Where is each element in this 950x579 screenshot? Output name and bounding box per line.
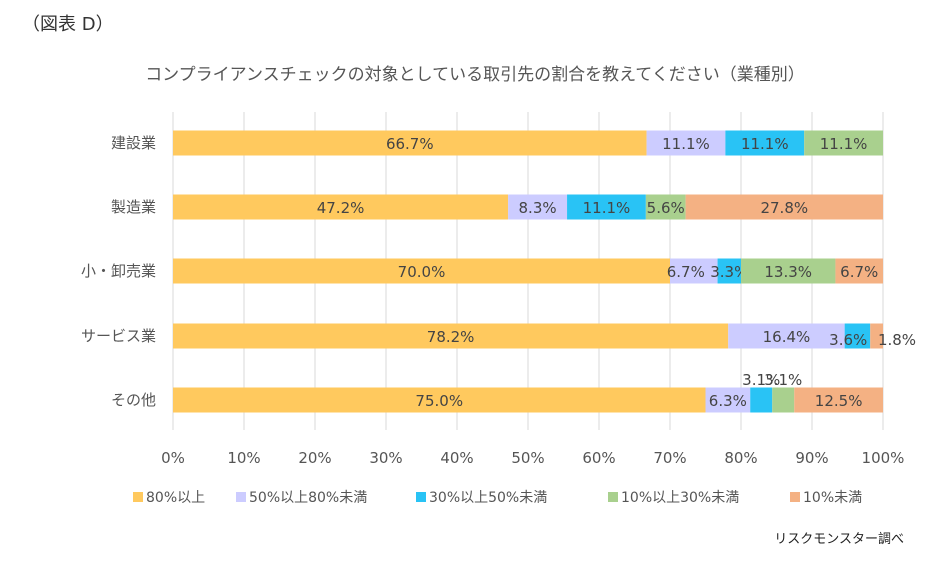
bar-segment — [725, 130, 805, 156]
bar-segment — [750, 387, 773, 413]
bar-segment — [567, 194, 646, 220]
data-label: 5.6% — [647, 199, 685, 217]
bar-segment — [717, 258, 741, 284]
bar-segment — [173, 258, 670, 284]
x-tick-label: 70% — [653, 449, 686, 467]
legend-swatch — [416, 492, 426, 502]
data-label: 16.4% — [763, 328, 811, 346]
bar-segment — [844, 323, 871, 349]
data-label: 75.0% — [415, 392, 463, 410]
data-label: 78.2% — [427, 328, 475, 346]
bar-segment — [173, 387, 706, 413]
data-label: 13.3% — [764, 263, 812, 281]
x-tick-label: 40% — [440, 449, 473, 467]
x-tick-label: 100% — [862, 449, 905, 467]
bar-segment — [646, 130, 726, 156]
bar-segment — [835, 258, 883, 284]
x-tick-label: 50% — [511, 449, 544, 467]
data-label: 3.1% — [742, 371, 780, 389]
bar-segment — [705, 387, 751, 413]
bar-segment — [870, 323, 883, 349]
bar-segment — [645, 194, 686, 220]
bar-segment — [173, 323, 729, 349]
bar-segment — [741, 258, 836, 284]
bar-segment — [794, 387, 883, 413]
bar-segment — [772, 387, 795, 413]
data-label: 11.1% — [741, 135, 789, 153]
bar-segment — [508, 194, 568, 220]
legend-label: 10%以上30%未満 — [621, 490, 739, 506]
x-tick-label: 90% — [795, 449, 828, 467]
legend-swatch — [790, 492, 800, 502]
category-label: その他 — [111, 391, 156, 409]
figure-label: （図表 D） — [22, 14, 114, 35]
data-label: 6.7% — [667, 263, 705, 281]
data-label: 47.2% — [317, 199, 365, 217]
data-label: 6.3% — [709, 392, 747, 410]
legend-label: 30%以上50%未満 — [429, 490, 547, 506]
data-label: 12.5% — [815, 392, 863, 410]
data-label: 66.7% — [386, 135, 434, 153]
category-label: 小・卸売業 — [81, 262, 156, 280]
category-label: サービス業 — [81, 327, 156, 345]
data-label: 27.8% — [760, 199, 808, 217]
legend-label: 50%以上80%未満 — [249, 490, 367, 506]
legend-label: 80%以上 — [146, 490, 205, 506]
data-label: 11.1% — [662, 135, 710, 153]
data-label: 11.1% — [820, 135, 868, 153]
bar-segment — [173, 130, 647, 156]
x-tick-label: 0% — [161, 449, 185, 467]
data-label: 3.3% — [710, 263, 748, 281]
chart-title: コンプライアンスチェックの対象としている取引先の割合を教えてください（業種別） — [145, 65, 805, 85]
legend-swatch — [133, 492, 143, 502]
bar-segment — [685, 194, 883, 220]
data-label: 8.3% — [519, 199, 557, 217]
x-tick-label: 10% — [227, 449, 260, 467]
bar-segment — [670, 258, 718, 284]
data-label: 1.8% — [878, 331, 916, 349]
x-tick-label: 60% — [582, 449, 615, 467]
source-note: リスクモンスター調べ — [774, 532, 904, 547]
legend-label: 10%未満 — [803, 490, 862, 506]
data-label: 11.1% — [583, 199, 631, 217]
data-label: 70.0% — [398, 263, 446, 281]
x-tick-label: 30% — [369, 449, 402, 467]
category-label: 建設業 — [111, 134, 156, 152]
data-label: 3.6% — [829, 331, 867, 349]
data-label: 6.7% — [840, 263, 878, 281]
bar-segment — [804, 130, 883, 156]
legend-swatch — [608, 492, 618, 502]
category-label: 製造業 — [111, 198, 156, 216]
x-tick-label: 20% — [298, 449, 331, 467]
bar-segment — [173, 194, 509, 220]
legend-swatch — [236, 492, 246, 502]
x-tick-label: 80% — [724, 449, 757, 467]
data-label: 3.1% — [764, 371, 802, 389]
bar-segment — [728, 323, 845, 349]
